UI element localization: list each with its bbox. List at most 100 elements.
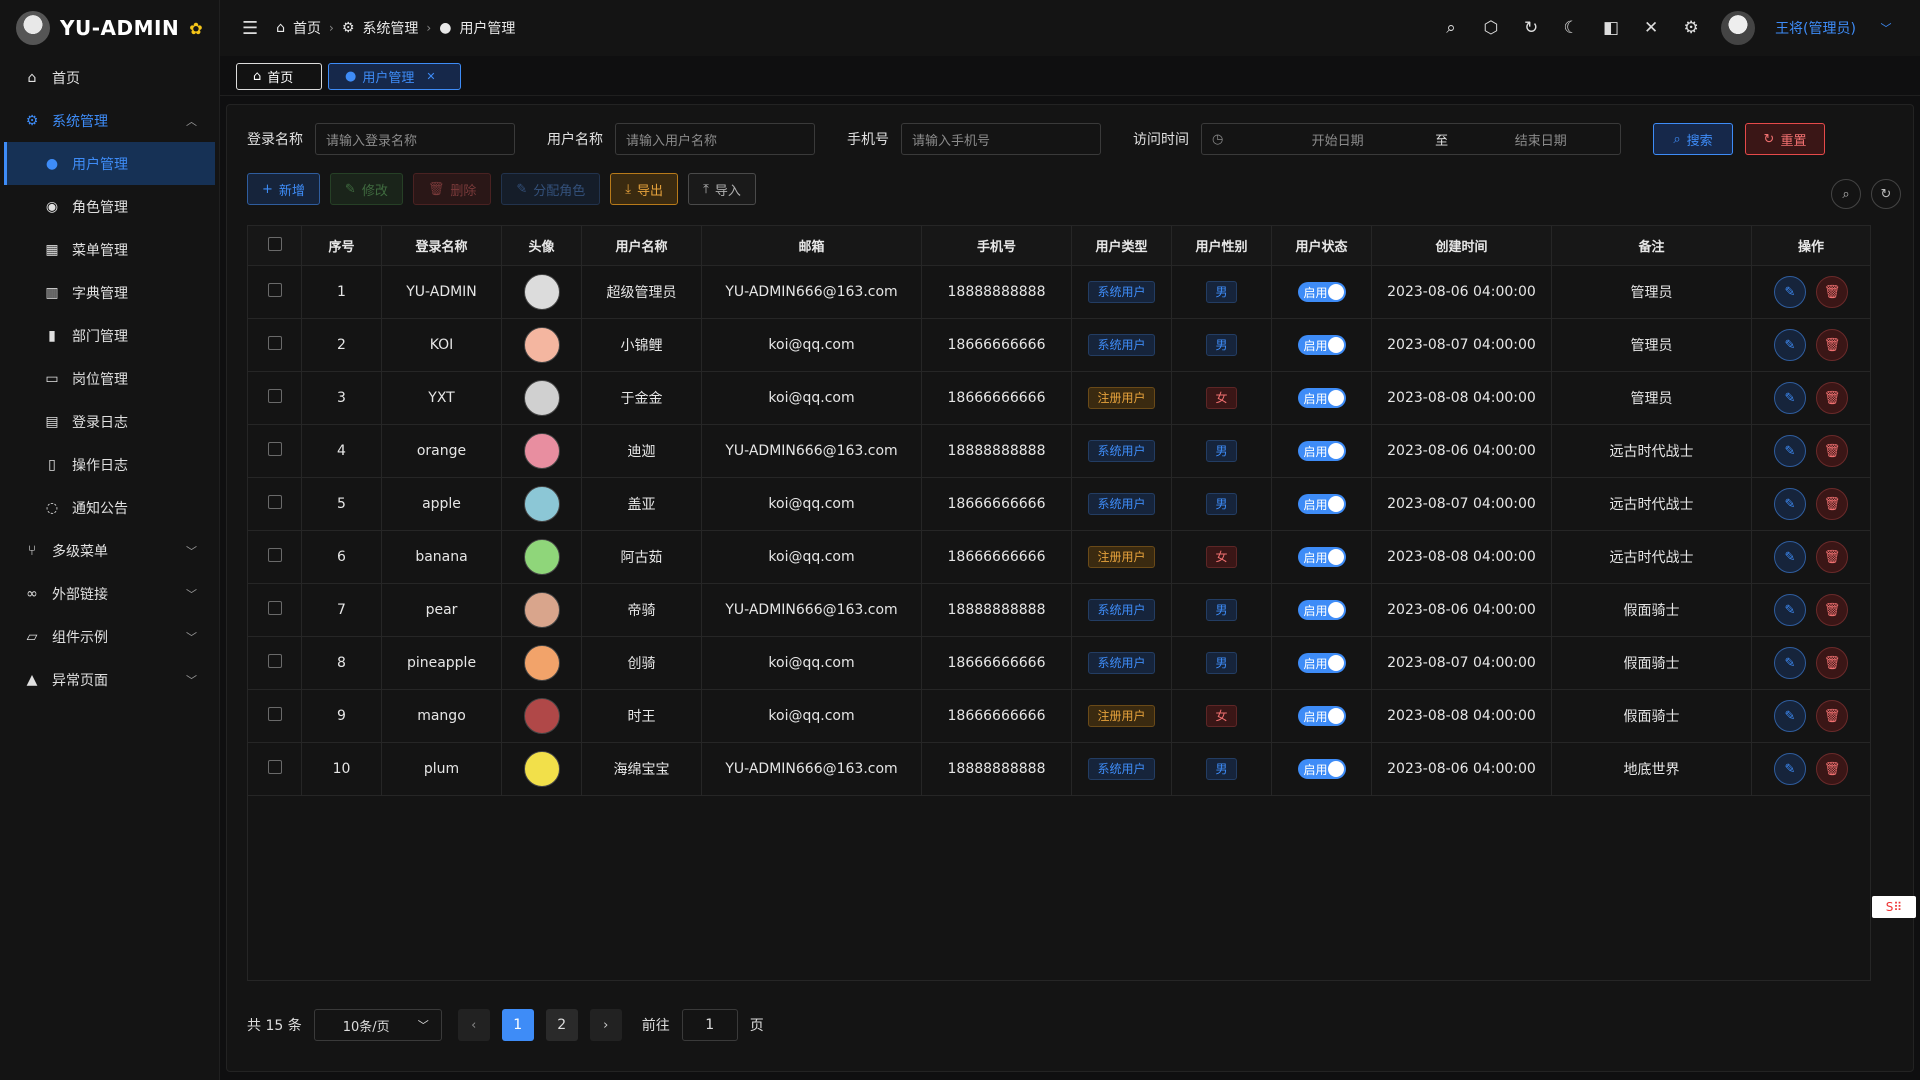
row-edit-icon[interactable]: ✎: [1774, 753, 1806, 785]
table-row[interactable]: 7 pear 帝骑 YU-ADMIN666@163.com 18888888888 系统用…: [247, 583, 1871, 637]
user-name[interactable]: 王将(管理员): [1775, 21, 1856, 37]
delete-button[interactable]: 🗑 删除: [412, 173, 492, 205]
table-row[interactable]: 10 plum 海绵宝宝 YU-ADMIN666@163.com 18888888888…: [247, 742, 1871, 796]
row-edit-icon[interactable]: ✎: [1774, 276, 1806, 308]
row-checkbox[interactable]: [267, 389, 282, 403]
settings-icon[interactable]: ⚙: [1683, 18, 1699, 38]
end-date-input[interactable]: 结束日期: [1514, 133, 1567, 149]
status-switch[interactable]: 启用: [1297, 335, 1346, 355]
row-checkbox[interactable]: [267, 707, 282, 721]
row-select-cell[interactable]: [247, 583, 302, 637]
row-select-cell[interactable]: [247, 636, 302, 690]
row-delete-icon[interactable]: 🗑: [1816, 594, 1848, 626]
row-delete-icon[interactable]: 🗑: [1816, 647, 1848, 679]
select-all-checkbox[interactable]: [267, 236, 282, 251]
table-row[interactable]: 4 orange 迪迦 YU-ADMIN666@163.com 18888888888 系…: [247, 424, 1871, 478]
status-switch[interactable]: 启用: [1297, 653, 1346, 673]
sidebar-item-notice[interactable]: ◌ 通知公告: [0, 486, 219, 529]
row-delete-icon[interactable]: 🗑: [1816, 700, 1848, 732]
search-icon[interactable]: ⌕: [1446, 18, 1456, 38]
language-icon[interactable]: ⬡: [1483, 18, 1499, 38]
row-select-cell[interactable]: [247, 265, 302, 319]
avatar[interactable]: [523, 433, 560, 469]
sidebar-item-login-log[interactable]: ▤ 登录日志: [0, 400, 219, 443]
row-delete-icon[interactable]: 🗑: [1816, 276, 1848, 308]
row-select-cell[interactable]: [247, 318, 302, 372]
page-number[interactable]: 2: [545, 1009, 578, 1041]
phone-input[interactable]: 请输入手机号: [901, 123, 1101, 155]
status-switch[interactable]: 启用: [1297, 388, 1346, 408]
export-button[interactable]: ⤓ 导出: [610, 173, 679, 205]
row-select-cell[interactable]: [247, 477, 302, 531]
sidebar-item-post[interactable]: ▭ 岗位管理: [0, 357, 219, 400]
sidebar-item-dept[interactable]: ▮ 部门管理: [0, 314, 219, 357]
next-page-button[interactable]: ›: [589, 1009, 622, 1041]
login-name-input[interactable]: 请输入登录名称: [315, 123, 515, 155]
row-checkbox[interactable]: [267, 601, 282, 615]
page-size-select[interactable]: 10条/页 ﹀: [313, 1009, 442, 1041]
row-delete-icon[interactable]: 🗑: [1816, 329, 1848, 361]
row-delete-icon[interactable]: 🗑: [1816, 753, 1848, 785]
refresh-icon[interactable]: ↻: [1523, 18, 1539, 38]
row-select-cell[interactable]: [247, 689, 302, 743]
close-icon[interactable]: ✕: [426, 70, 436, 83]
sidebar-item-components[interactable]: ▱ 组件示例 ﹀: [0, 615, 219, 658]
avatar[interactable]: [523, 592, 560, 628]
row-select-cell[interactable]: [247, 371, 302, 425]
sidebar-item-home[interactable]: ⌂ 首页: [0, 56, 219, 99]
status-switch[interactable]: 启用: [1297, 441, 1346, 461]
row-delete-icon[interactable]: 🗑: [1816, 435, 1848, 467]
row-checkbox[interactable]: [267, 548, 282, 562]
tab-user-management[interactable]: ● 用户管理 ✕: [328, 63, 461, 90]
breadcrumb-item[interactable]: 用户管理: [459, 21, 516, 37]
row-delete-icon[interactable]: 🗑: [1816, 488, 1848, 520]
table-row[interactable]: 6 banana 阿古茹 koi@qq.com 18666666666 注册用户 女 启用 20…: [247, 530, 1871, 584]
sidebar-item-dict[interactable]: ▥ 字典管理: [0, 271, 219, 314]
avatar[interactable]: [523, 380, 560, 416]
status-switch[interactable]: 启用: [1297, 759, 1346, 779]
table-row[interactable]: 3 YXT 于金金 koi@qq.com 18666666666 注册用户 女 启用 2023-…: [247, 371, 1871, 425]
breadcrumb-item[interactable]: 系统管理: [362, 21, 419, 37]
status-switch[interactable]: 启用: [1297, 547, 1346, 567]
sidebar-item-roles[interactable]: ◉ 角色管理: [0, 185, 219, 228]
sidebar-item-oper-log[interactable]: ▯ 操作日志: [0, 443, 219, 486]
row-edit-icon[interactable]: ✎: [1774, 488, 1806, 520]
status-switch[interactable]: 启用: [1297, 494, 1346, 514]
row-edit-icon[interactable]: ✎: [1774, 329, 1806, 361]
layout-icon[interactable]: ◧: [1603, 18, 1620, 38]
row-checkbox[interactable]: [267, 760, 282, 774]
avatar[interactable]: [523, 645, 560, 681]
menu-toggle-icon[interactable]: ☰: [242, 17, 259, 39]
row-edit-icon[interactable]: ✎: [1774, 647, 1806, 679]
edit-button[interactable]: ✎ 修改: [329, 173, 403, 205]
reset-button[interactable]: ↻ 重置: [1745, 123, 1825, 155]
table-row[interactable]: 9 mango 时王 koi@qq.com 18666666666 注册用户 女 启用 2023…: [247, 689, 1871, 743]
assign-role-button[interactable]: ✎ 分配角色: [501, 173, 601, 205]
prev-page-button[interactable]: ‹: [457, 1009, 490, 1041]
row-checkbox[interactable]: [267, 495, 282, 509]
refresh-icon[interactable]: ↻: [1871, 179, 1901, 209]
avatar[interactable]: [523, 698, 560, 734]
sidebar-item-system[interactable]: ⚙ 系统管理 ︿: [0, 99, 219, 142]
table-row[interactable]: 1 YU-ADMIN 超级管理员 YU-ADMIN666@163.com 1888888…: [247, 265, 1871, 319]
user-name-input[interactable]: 请输入用户名称: [615, 123, 815, 155]
avatar[interactable]: [523, 486, 560, 522]
avatar[interactable]: [523, 751, 560, 787]
search-button[interactable]: ⌕ 搜索: [1653, 123, 1733, 155]
row-edit-icon[interactable]: ✎: [1774, 382, 1806, 414]
breadcrumb-item[interactable]: 首页: [293, 21, 322, 37]
table-row[interactable]: 5 apple 盖亚 koi@qq.com 18666666666 系统用户 男 启用 2023…: [247, 477, 1871, 531]
row-checkbox[interactable]: [267, 336, 282, 350]
avatar[interactable]: [523, 274, 560, 310]
row-checkbox[interactable]: [267, 654, 282, 668]
toggle-search-icon[interactable]: ⌕: [1831, 179, 1861, 209]
row-checkbox[interactable]: [267, 442, 282, 456]
row-select-cell[interactable]: [247, 530, 302, 584]
logo[interactable]: YU-ADMIN ✿: [0, 0, 219, 56]
sidebar-item-errors[interactable]: ▲ 异常页面 ﹀: [0, 658, 219, 701]
page-number[interactable]: 1: [501, 1009, 534, 1041]
row-delete-icon[interactable]: 🗑: [1816, 382, 1848, 414]
row-edit-icon[interactable]: ✎: [1774, 700, 1806, 732]
table-row[interactable]: 2 KOI 小锦鲤 koi@qq.com 18666666666 系统用户 男 启用 2023-…: [247, 318, 1871, 372]
start-date-input[interactable]: 开始日期: [1311, 133, 1364, 149]
